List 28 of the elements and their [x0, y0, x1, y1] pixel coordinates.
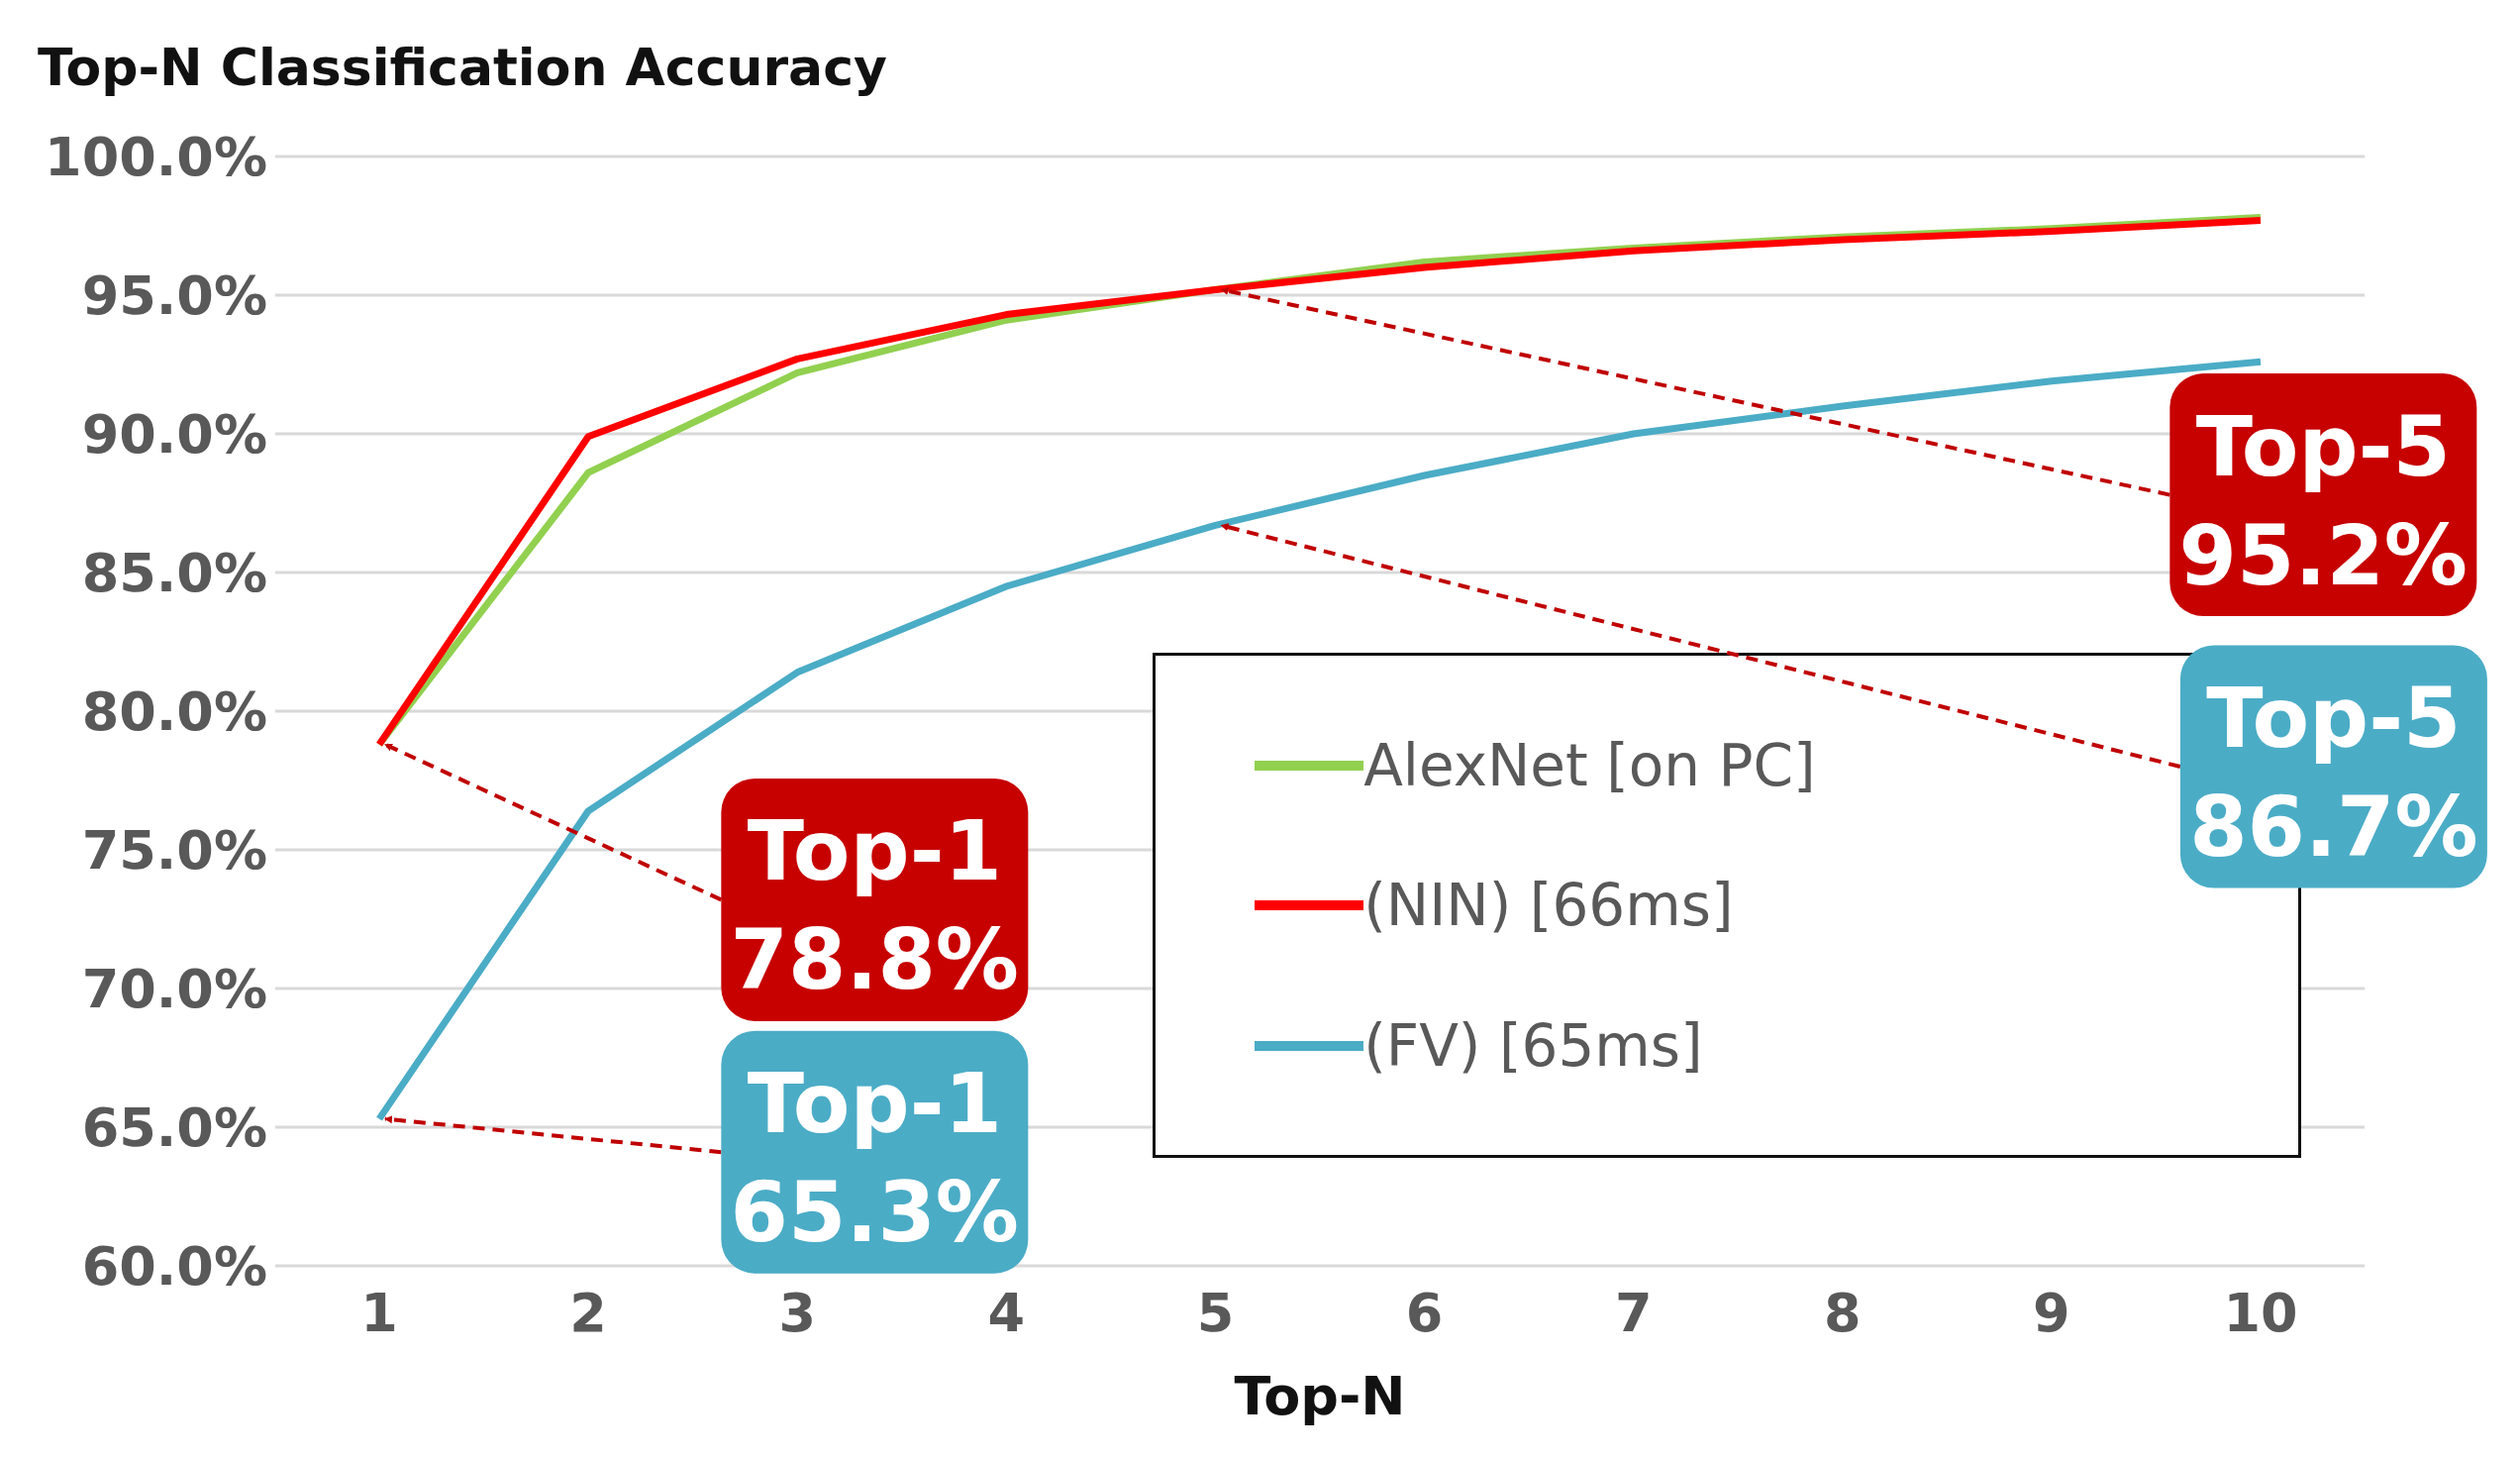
y-tick-label: 65.0% [81, 1096, 267, 1160]
legend-label: (NIN) [66ms] [1363, 872, 1734, 940]
x-tick-label: 2 [569, 1282, 607, 1345]
y-tick-label: 75.0% [81, 819, 267, 883]
x-tick-label: 7 [1614, 1282, 1653, 1345]
annotation: Top-5 86.7% [2189, 670, 2478, 876]
annotation: Top-5 95.2% [2178, 397, 2469, 604]
x-tick-label: 1 [360, 1282, 398, 1345]
y-tick-label: 100.0% [45, 126, 267, 189]
y-tick-label: 90.0% [81, 403, 267, 467]
x-tick-label: 10 [2223, 1282, 2298, 1345]
x-tick-label: 6 [1405, 1282, 1444, 1345]
x-tick-label: 8 [1823, 1282, 1862, 1345]
y-tick-label: 80.0% [81, 680, 267, 744]
x-tick-label: 9 [2033, 1282, 2070, 1345]
annotation: Top-1 65.3% [730, 1055, 1020, 1262]
y-tick-label: 70.0% [81, 958, 267, 1021]
y-tick-label: 85.0% [81, 542, 267, 605]
legend-label: AlexNet [on PC] [1363, 731, 1816, 799]
y-tick-label: 95.0% [81, 264, 267, 328]
legend-label: (FV) [65ms] [1363, 1011, 1703, 1080]
annotation: Top-1 78.8% [730, 802, 1020, 1009]
x-tick-label: 3 [778, 1282, 817, 1345]
x-axis-title: Top-N [1234, 1365, 1406, 1427]
x-tick-label: 5 [1196, 1282, 1235, 1345]
y-tick-label: 60.0% [81, 1235, 267, 1299]
chart-title: Top-N Classification Accuracy [38, 38, 887, 97]
x-tick-label: 4 [987, 1282, 1026, 1345]
